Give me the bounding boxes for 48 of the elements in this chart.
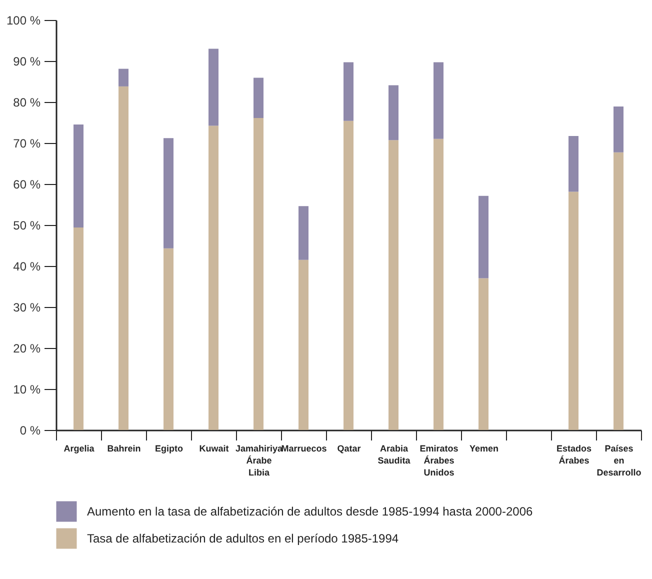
x-tick-label: Bahrein <box>107 444 141 454</box>
bar <box>568 136 578 192</box>
y-tick-label: 70 % <box>13 136 41 150</box>
x-tick-label: Arabia Saudita <box>378 444 412 466</box>
y-tick-label: 60 % <box>13 178 41 192</box>
x-tick-label: Estados Árabes <box>556 444 592 466</box>
bar <box>344 62 354 121</box>
bar <box>254 118 264 430</box>
bar <box>434 138 444 430</box>
bar <box>298 260 308 430</box>
x-tick-label: Marruecos <box>281 444 327 454</box>
bar <box>344 120 354 430</box>
bar <box>478 196 488 278</box>
legend-label: Tasa de alfabetización de adultos en el período 1985-1994 <box>87 532 399 546</box>
bar <box>74 227 84 430</box>
bar <box>388 85 398 140</box>
y-tick-label: 0 % <box>20 424 41 438</box>
bar <box>74 124 84 228</box>
y-tick-label: 90 % <box>13 54 41 68</box>
y-tick-label: 40 % <box>13 260 41 274</box>
y-tick-label: 80 % <box>13 96 41 110</box>
y-tick-label: 100 % <box>6 14 41 28</box>
bar <box>164 138 174 248</box>
bar <box>208 126 218 430</box>
bar <box>254 78 264 118</box>
legend-label: Aumento en la tasa de alfabetización de adultos desde 1985-1994 hasta 2000-2006 <box>87 504 533 518</box>
y-tick-label: 20 % <box>13 342 41 356</box>
bar <box>164 248 174 430</box>
y-tick-label: 30 % <box>13 300 41 314</box>
x-tick-label: Kuwait <box>199 444 229 454</box>
bar <box>568 192 578 430</box>
bar <box>614 152 624 430</box>
bar <box>118 86 128 430</box>
y-tick-label: 50 % <box>13 218 41 232</box>
x-tick-label: Qatar <box>337 444 362 454</box>
x-tick-label: Emiratos Árabes Unidos <box>420 444 458 478</box>
bar <box>614 106 624 152</box>
x-tick-label: Países en Desarrollo <box>596 444 642 478</box>
bar <box>298 206 308 260</box>
x-tick-label: Yemen <box>469 444 499 454</box>
bar <box>208 48 218 126</box>
x-tick-label: Egipto <box>155 444 184 454</box>
bar <box>478 278 488 430</box>
y-tick-label: 10 % <box>13 382 41 396</box>
bar <box>118 68 128 86</box>
bar <box>434 62 444 139</box>
bar <box>388 140 398 430</box>
x-tick-label: Argelia <box>64 444 96 454</box>
